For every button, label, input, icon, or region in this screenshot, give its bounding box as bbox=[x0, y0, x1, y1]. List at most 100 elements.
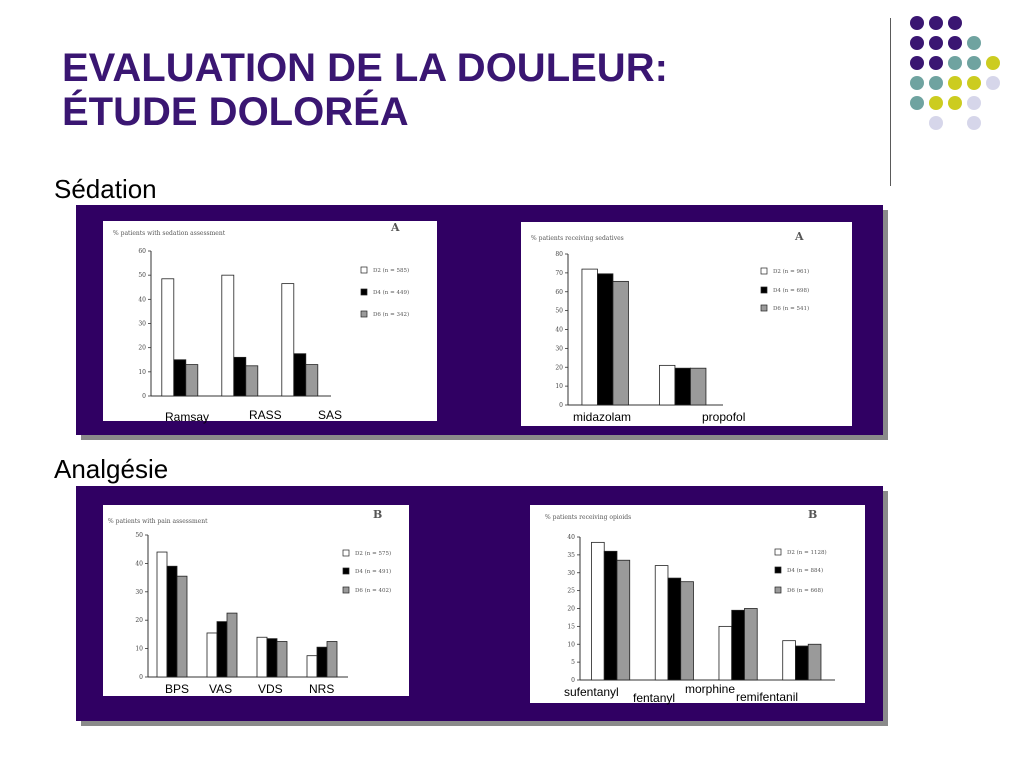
bar bbox=[161, 278, 175, 397]
legend-swatch bbox=[360, 266, 368, 274]
bar bbox=[206, 632, 218, 678]
bar bbox=[603, 550, 618, 681]
y-tick-label: 25 bbox=[567, 588, 575, 595]
y-tick-label: 30 bbox=[567, 570, 575, 577]
bar bbox=[293, 353, 307, 397]
bar bbox=[216, 621, 228, 678]
y-tick-label: 70 bbox=[555, 270, 563, 277]
y-tick-label: 40 bbox=[567, 534, 575, 541]
legend-swatch bbox=[760, 304, 768, 312]
y-tick-label: 40 bbox=[135, 560, 143, 567]
bar bbox=[316, 646, 328, 678]
y-tick-label: 20 bbox=[567, 606, 575, 613]
y-tick-label: 20 bbox=[138, 345, 146, 352]
bar bbox=[731, 609, 745, 681]
chart-title: % patients receiving opioids bbox=[545, 514, 631, 521]
y-tick-label: 80 bbox=[555, 251, 563, 258]
bar bbox=[782, 640, 796, 681]
legend-swatch bbox=[760, 286, 768, 294]
decor-dot bbox=[929, 56, 943, 70]
decor-dot bbox=[929, 36, 943, 50]
legend-swatch bbox=[774, 586, 782, 594]
bar bbox=[795, 645, 809, 681]
y-tick-label: 10 bbox=[138, 369, 146, 376]
bar bbox=[744, 608, 758, 681]
legend-label: D2 (n = 1128) bbox=[787, 549, 827, 556]
decor-dot bbox=[910, 36, 924, 50]
bar bbox=[156, 551, 168, 678]
bar bbox=[680, 581, 694, 681]
legend-swatch bbox=[760, 267, 768, 275]
decor-dot bbox=[967, 56, 981, 70]
bar bbox=[612, 280, 629, 406]
bar bbox=[166, 565, 178, 678]
legend-swatch bbox=[360, 310, 368, 318]
bar bbox=[256, 636, 268, 678]
chart-pain-assessment: % patients with pain assessment B 0 10 20 30 4… bbox=[103, 505, 409, 696]
y-tick-label: 60 bbox=[138, 248, 146, 255]
y-tick-label: 50 bbox=[135, 532, 143, 539]
chart-title: % patients with sedation assessment bbox=[113, 230, 226, 237]
decor-dot bbox=[948, 56, 962, 70]
bar bbox=[281, 283, 295, 397]
decor-dot bbox=[948, 96, 962, 110]
bar bbox=[654, 565, 669, 681]
legend-label: D4 (n = 884) bbox=[787, 567, 823, 574]
section-label-analgesia: Analgésie bbox=[54, 454, 169, 484]
y-tick-label: 0 bbox=[142, 393, 146, 400]
bar bbox=[173, 359, 187, 397]
bar bbox=[690, 367, 707, 406]
category-label: propofol bbox=[702, 410, 746, 424]
decor-dot bbox=[967, 116, 981, 130]
bar bbox=[591, 541, 605, 681]
panel-letter: B bbox=[373, 508, 382, 521]
legend-label: D2 (n = 585) bbox=[373, 267, 409, 274]
decor-dot bbox=[967, 96, 981, 110]
bar bbox=[306, 655, 318, 678]
bar bbox=[659, 364, 676, 406]
legend-label: D6 (n = 541) bbox=[773, 305, 809, 312]
y-tick-label: 50 bbox=[138, 272, 146, 279]
y-tick-label: 40 bbox=[555, 327, 563, 334]
bar bbox=[581, 268, 598, 406]
y-tick-label: 30 bbox=[138, 321, 146, 328]
bar bbox=[233, 356, 247, 397]
category-label: fentanyl bbox=[633, 691, 676, 705]
legend-swatch bbox=[774, 566, 782, 574]
chart-sedatives: % patients receiving sedatives A 0 10 20 30 40… bbox=[521, 222, 852, 426]
slide-title-line1: EVALUATION DE LA DOULEUR: bbox=[62, 46, 668, 90]
legend-swatch bbox=[342, 549, 350, 557]
bar bbox=[718, 625, 733, 681]
category-label: morphine bbox=[685, 682, 736, 696]
legend-swatch bbox=[360, 288, 368, 296]
category-label: BPS bbox=[165, 682, 190, 696]
decor-dot bbox=[929, 16, 943, 30]
chart-sedation-assessment-svg: % patients with sedation assessment A 0 10 2… bbox=[113, 221, 409, 400]
legend-label: D6 (n = 668) bbox=[787, 587, 823, 594]
section-label-sedation: Sédation bbox=[54, 174, 157, 204]
bar bbox=[276, 641, 288, 678]
decor-dot bbox=[986, 56, 1000, 70]
bar bbox=[221, 274, 235, 397]
legend-label: D2 (n = 961) bbox=[773, 268, 809, 275]
legend-label: D2 (n = 575) bbox=[355, 550, 391, 557]
category-label: RASS bbox=[249, 408, 282, 422]
bar bbox=[176, 575, 188, 678]
category-label: remifentanil bbox=[736, 690, 799, 704]
chart-opioids-svg: % patients receiving opioids B 0 5 10 15 20 25 3… bbox=[545, 508, 835, 684]
panel-letter: B bbox=[808, 508, 817, 521]
bar bbox=[326, 641, 338, 678]
legend-label: D4 (n = 698) bbox=[773, 287, 809, 294]
slide-title-line2: ÉTUDE DOLORÉA bbox=[62, 90, 409, 134]
chart-title: % patients receiving sedatives bbox=[531, 235, 624, 242]
decor-dot bbox=[967, 36, 981, 50]
bar bbox=[597, 273, 614, 406]
legend-label: D4 (n = 449) bbox=[373, 289, 409, 296]
legend-label: D4 (n = 491) bbox=[355, 568, 391, 575]
bar bbox=[245, 365, 259, 397]
decor-dot bbox=[910, 76, 924, 90]
bar bbox=[807, 643, 822, 681]
panel-letter: A bbox=[794, 230, 804, 243]
y-tick-label: 15 bbox=[567, 623, 575, 630]
decor-dot bbox=[929, 116, 943, 130]
